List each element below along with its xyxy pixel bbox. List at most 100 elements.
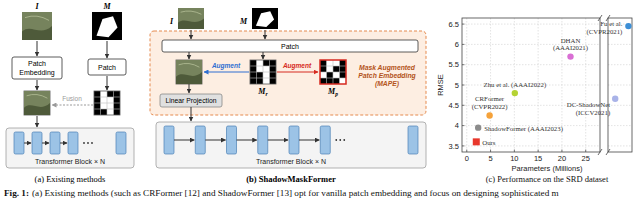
label-sub: p (334, 91, 338, 97)
patch-line (94, 103, 120, 104)
mask-shape (97, 16, 118, 37)
transformer-block (320, 126, 330, 154)
ellipsis-dot (83, 142, 85, 144)
arrow (268, 140, 288, 141)
image-shadow (24, 103, 50, 115)
augment-label: Augment (282, 62, 312, 70)
tick-label: 5.5 (449, 60, 459, 69)
figure-caption: Fig. 1:(a) Existing methods (such as CRF… (4, 188, 559, 198)
tick-mark (462, 24, 465, 25)
mask-cell (101, 97, 108, 103)
grid-line (608, 125, 632, 126)
mask-patch-bg (320, 60, 346, 84)
transformer-container (156, 122, 426, 168)
mask-p-patches (320, 60, 346, 84)
mape-label: Mask AugmentedPatch Embedding(MAPE) (358, 64, 416, 88)
mask-label: M (239, 17, 248, 26)
mask-cell (107, 97, 114, 103)
mask-bg (92, 12, 122, 40)
mask-label: Mp (327, 87, 338, 97)
label-line: (ICCV2021) (576, 109, 610, 117)
panel-caption: (b) ShadowMaskFormer (246, 174, 336, 184)
patch-box (88, 59, 126, 75)
axis-break-mark (598, 149, 602, 155)
grid-line (608, 64, 632, 65)
mask-cell (257, 66, 264, 72)
grid-line (608, 85, 632, 86)
tick-mark (462, 85, 465, 86)
caption-lead: Fig. 1: (4, 188, 29, 198)
mask-cell (333, 60, 340, 66)
image-texture (181, 11, 202, 14)
transformer-block (32, 132, 42, 154)
patch-embedding-box (12, 57, 62, 79)
mask-cell (101, 91, 108, 97)
label-line: DC-ShadowNet (567, 101, 611, 108)
mask-label: Mr (257, 87, 268, 97)
image-bg (24, 91, 50, 115)
transformer-block (195, 126, 205, 154)
tick-label: 0 (465, 154, 469, 163)
patch-line (320, 78, 346, 79)
patch-image (176, 60, 202, 84)
image-patches (176, 60, 202, 84)
tick-mark (462, 125, 465, 126)
point (567, 53, 573, 59)
label-line: (MAPE) (375, 80, 400, 88)
label-line: (AAAI2021) (553, 44, 588, 52)
panel-caption: (a) Existing methods (35, 174, 106, 184)
label-line: DHAN (561, 37, 581, 44)
tick-label: 6.5 (449, 20, 459, 29)
label-line: (CVPR2022) (472, 103, 508, 111)
image-label: I (34, 2, 39, 11)
points (473, 23, 632, 145)
scatter-chart: 3.544.555.566.50510152025RMSEParameters … (436, 15, 632, 184)
tick-label: 5 (455, 81, 459, 90)
image-shadow (22, 26, 52, 40)
grid-line (585, 18, 586, 152)
linear-projection-box (160, 94, 222, 107)
arrow (299, 140, 319, 141)
input-mask (92, 12, 122, 40)
tick-label: 6 (455, 40, 459, 49)
mask-cell (340, 78, 347, 84)
patch-line (250, 72, 276, 73)
transformer-container (6, 128, 134, 168)
input-image (178, 8, 204, 29)
patch-frame (24, 91, 50, 115)
arrow (191, 107, 192, 121)
transformer-block (227, 126, 237, 154)
image-bg (22, 12, 52, 40)
patch-box (162, 40, 418, 52)
image-texture (27, 94, 48, 98)
ellipsis-dot (343, 139, 345, 141)
image-patches (24, 91, 50, 115)
ellipsis-dot (87, 142, 89, 144)
label-line: CRFormer (475, 95, 505, 102)
tick-label: 10 (510, 154, 518, 163)
mask-label: M (102, 2, 111, 11)
patch-frame (94, 91, 120, 115)
image-bg (178, 8, 204, 29)
transformer-label: Transformer Block × N (35, 158, 105, 165)
point-label: CRFormer(CVPR2022) (472, 95, 508, 111)
patch-line (269, 60, 270, 84)
patch-line (339, 60, 340, 84)
plot-frame (462, 18, 600, 152)
mask-cell (263, 72, 270, 78)
tick-mark (585, 150, 586, 153)
patch-line (94, 109, 120, 110)
point-label: ShadowFormer (AAAI2023) (484, 125, 563, 133)
axis-label: Parameters (Millions) (512, 164, 583, 173)
arrow (107, 41, 108, 58)
label-line: Embedding (19, 69, 55, 77)
arrow (189, 84, 190, 93)
ellipsis-dot (339, 139, 341, 141)
transformer-stack: Transformer Block × N (156, 122, 426, 168)
point (475, 124, 481, 130)
tick-label: 5 (488, 154, 492, 163)
image-label: I (169, 17, 174, 26)
arrow (37, 116, 38, 127)
transformer-block (408, 126, 418, 154)
arrow (265, 30, 266, 39)
